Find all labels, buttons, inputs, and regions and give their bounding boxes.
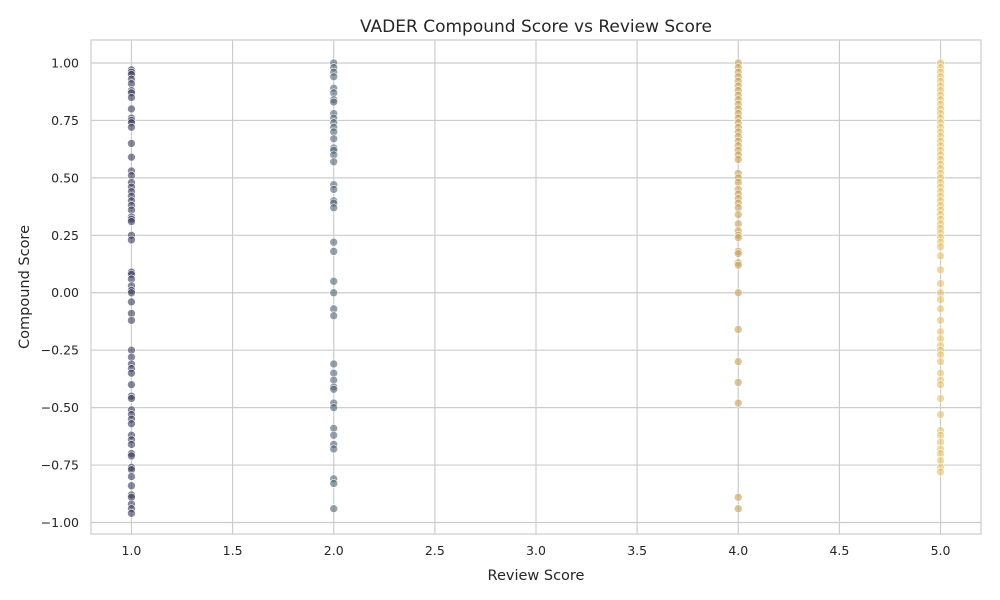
series-points	[329, 58, 339, 514]
data-point	[329, 359, 339, 369]
data-point	[733, 210, 743, 219]
data-point	[127, 380, 136, 389]
x-axis-label: Review Score	[488, 568, 585, 584]
data-point	[127, 316, 136, 325]
data-point	[329, 403, 339, 412]
x-tick-label: 4.0	[728, 543, 748, 558]
data-point	[329, 504, 339, 514]
data-point	[936, 265, 945, 275]
data-point	[936, 380, 945, 389]
data-point	[329, 276, 339, 286]
series-points	[733, 58, 743, 514]
y-axis-label: Compound Score	[17, 225, 33, 349]
y-tick-label: −0.25	[41, 343, 79, 358]
y-tick-label: −1.00	[41, 515, 79, 530]
data-point	[127, 123, 136, 132]
data-point	[936, 251, 945, 261]
data-point	[936, 304, 945, 314]
x-tick-label: 2.5	[425, 543, 445, 558]
data-point	[329, 72, 339, 82]
series-points	[936, 58, 945, 477]
data-point	[127, 472, 136, 481]
data-point	[127, 288, 136, 298]
data-point	[329, 288, 339, 298]
data-point	[329, 430, 339, 440]
data-point	[127, 139, 136, 148]
data-point	[127, 217, 136, 226]
data-point	[733, 325, 743, 334]
data-point	[936, 242, 945, 252]
data-point	[329, 247, 339, 256]
x-tick-label: 3.5	[627, 543, 647, 558]
data-point	[127, 104, 136, 114]
data-point	[127, 451, 136, 461]
data-point	[127, 440, 136, 449]
y-tick-labels: 1.00 0.75 0.50 0.25 0.00 −0.25 −0.50 −0.75 −1.00	[41, 55, 79, 530]
data-point	[329, 444, 339, 454]
data-point	[127, 481, 136, 491]
data-points	[127, 58, 945, 518]
data-point	[733, 249, 743, 258]
data-point	[733, 233, 743, 242]
y-tick-label: 1.00	[51, 55, 79, 70]
x-tick-label: 4.5	[829, 543, 849, 558]
y-tick-label: 0.25	[51, 228, 79, 243]
data-point	[329, 384, 339, 394]
data-point	[329, 479, 339, 488]
x-tick-label: 2.0	[324, 543, 344, 558]
data-point	[936, 357, 945, 366]
data-point	[127, 93, 136, 102]
data-point	[936, 467, 945, 477]
data-point	[733, 288, 743, 298]
x-tick-labels: 1.0 1.5 2.0 2.5 3.0 3.5 4.0 4.5 5.0	[122, 543, 951, 558]
data-point	[329, 97, 339, 107]
data-point	[127, 509, 136, 518]
y-tick-label: −0.50	[41, 400, 79, 415]
data-point	[936, 394, 945, 403]
data-point	[936, 279, 945, 288]
data-point	[329, 311, 339, 321]
data-point	[329, 237, 339, 247]
data-point	[733, 398, 743, 408]
y-tick-label: −0.75	[41, 458, 79, 473]
data-point	[936, 410, 945, 419]
data-point	[127, 394, 136, 403]
x-tick-label: 3.0	[526, 543, 546, 558]
data-point	[127, 419, 136, 429]
data-point	[329, 134, 339, 144]
series-points	[127, 65, 136, 518]
chart-title: VADER Compound Score vs Review Score	[360, 17, 712, 37]
data-point	[329, 203, 339, 213]
data-point	[733, 357, 743, 366]
x-tick-label: 5.0	[931, 543, 951, 558]
data-point	[733, 504, 743, 514]
y-tick-label: 0.75	[51, 113, 79, 128]
data-point	[127, 152, 136, 162]
y-tick-label: 0.50	[51, 170, 79, 185]
data-point	[733, 378, 743, 387]
data-point	[329, 185, 339, 194]
data-point	[733, 155, 743, 164]
data-point	[733, 492, 743, 502]
data-point	[127, 235, 136, 245]
y-tick-label: 0.00	[51, 285, 79, 300]
data-point	[127, 368, 136, 378]
data-point	[329, 157, 339, 167]
x-tick-label: 1.0	[122, 543, 142, 558]
data-point	[733, 260, 743, 270]
data-point	[936, 316, 945, 325]
data-point	[127, 297, 136, 307]
data-point	[936, 295, 945, 304]
x-tick-label: 1.5	[223, 543, 243, 558]
